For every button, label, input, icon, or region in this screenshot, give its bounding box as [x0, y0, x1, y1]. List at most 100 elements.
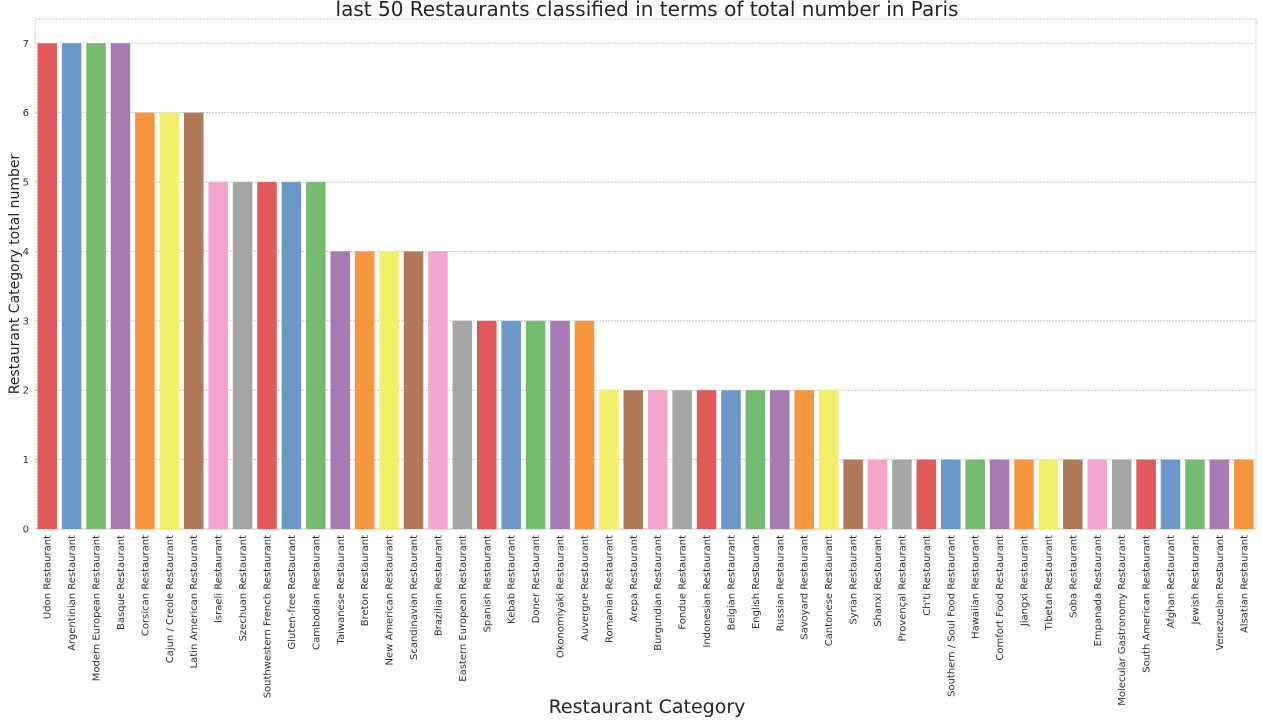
- bar: [696, 390, 717, 529]
- x-tick-label: Israeli Restaurant: [214, 535, 225, 623]
- bar: [61, 43, 82, 530]
- bar: [745, 390, 766, 529]
- x-tick-label: Indonesian Restaurant: [702, 535, 713, 648]
- x-tick-label: Ch'ti Restaurant: [922, 535, 933, 616]
- bar: [1209, 459, 1230, 529]
- x-tick-label: Modern European Restaurant: [92, 535, 103, 681]
- bar: [306, 182, 326, 529]
- x-tick-label: Eastern European Restaurant: [458, 535, 469, 682]
- bar: [1038, 459, 1059, 529]
- chart-title: last 50 Restaurants classified in terms …: [336, 0, 959, 21]
- x-tick-label: Arepa Restaurant: [629, 535, 640, 622]
- x-tick-label: Fondue Restaurant: [678, 535, 689, 630]
- bar: [1234, 459, 1254, 529]
- bar: [428, 251, 448, 529]
- x-tick-label: Cajun / Creole Restaurant: [165, 535, 176, 663]
- x-tick-label: Southern / Soul Food Restaurant: [946, 535, 957, 697]
- bar: [867, 459, 888, 529]
- bar: [232, 182, 253, 529]
- x-tick-label: Romanian Restaurant: [604, 535, 615, 643]
- x-tick-label: English Restaurant: [751, 535, 762, 629]
- x-tick-label: Spanish Restaurant: [482, 535, 493, 632]
- x-tick-label: Basque Restaurant: [116, 535, 127, 630]
- bar: [403, 251, 424, 529]
- bar: [257, 182, 277, 529]
- bar: [1136, 459, 1156, 529]
- y-tick-label: 2: [23, 386, 29, 397]
- bar: [477, 320, 497, 529]
- x-tick-label: Corsican Restaurant: [140, 535, 151, 636]
- y-tick-label: 4: [23, 247, 29, 258]
- bar: [672, 390, 692, 529]
- x-tick-label: Soba Restaurant: [1068, 535, 1079, 618]
- bar: [183, 112, 204, 530]
- x-tick-label: Doner Restaurant: [531, 535, 542, 623]
- x-tick-label: Cantonese Restaurant: [824, 535, 835, 646]
- bar: [818, 390, 839, 529]
- bar: [965, 459, 985, 529]
- x-tick-label: Latin American Restaurant: [189, 535, 200, 669]
- bar: [623, 390, 644, 529]
- y-tick-label: 1: [23, 455, 29, 466]
- x-tick-label: Provençal Restaurant: [897, 535, 908, 642]
- x-tick-label: Jewish Restaurant: [1190, 535, 1201, 626]
- bar: [208, 182, 228, 529]
- bar: [721, 390, 741, 529]
- bar: [1185, 459, 1205, 529]
- y-tick-label: 5: [23, 178, 29, 189]
- x-tick-label: Argentinian Restaurant: [67, 535, 78, 651]
- y-axis-label: Restaurant Category total number: [7, 153, 23, 394]
- bar: [1087, 459, 1108, 529]
- x-tick-label: Russian Restaurant: [775, 535, 786, 632]
- bar: [794, 390, 814, 529]
- x-tick-label: Belgian Restaurant: [726, 535, 737, 630]
- bar: [770, 390, 790, 529]
- bar: [452, 320, 473, 529]
- x-tick-label: Kebab Restaurant: [507, 535, 518, 624]
- bar: [135, 112, 155, 530]
- y-tick-label: 7: [23, 39, 29, 50]
- bar: [574, 320, 595, 529]
- x-tick-label: Shanxi Restaurant: [873, 535, 884, 627]
- x-tick-label: South American Restaurant: [1142, 535, 1153, 673]
- x-tick-label: Brazilian Restaurant: [433, 535, 444, 636]
- bar: [330, 251, 351, 529]
- x-axis-label: Restaurant Category: [549, 696, 746, 718]
- x-tick-label: Empanada Restaurant: [1093, 535, 1104, 646]
- bar: [940, 459, 961, 529]
- x-tick-label: Comfort Food Restaurant: [995, 535, 1006, 661]
- x-tick-label: Jiangxi Restaurant: [1020, 535, 1031, 627]
- x-tick-label: Taiwanese Restaurant: [336, 535, 347, 646]
- x-tick-label: Breton Restaurant: [360, 535, 371, 626]
- x-tick-label: Molecular Gastronomy Restaurant: [1117, 535, 1128, 706]
- x-tick-label: Cambodian Restaurant: [311, 535, 322, 650]
- bar: [843, 459, 863, 529]
- bar: [892, 459, 912, 529]
- bar: [647, 390, 668, 529]
- x-tick-labels: Udon Restaurant Argentinian Restaurant Mod…: [43, 535, 1251, 706]
- bar: [501, 320, 521, 529]
- bar: [159, 112, 180, 530]
- x-tick-label: Savoyard Restaurant: [800, 535, 811, 640]
- x-tick-label: Burgundian Restaurant: [653, 535, 664, 651]
- bar: [86, 43, 106, 530]
- bar: [37, 43, 57, 530]
- y-tick-label: 3: [23, 316, 29, 327]
- x-tick-label: Syrian Restaurant: [849, 535, 860, 625]
- x-tick-label: Alsatian Restaurant: [1239, 535, 1250, 633]
- bar: [281, 182, 302, 529]
- bar: [525, 320, 546, 529]
- x-tick-label: Southwestern French Restaurant: [262, 535, 273, 698]
- bar: [1063, 459, 1083, 529]
- x-tick-label: Szechuan Restaurant: [238, 535, 249, 641]
- x-tick-label: Afghan Restaurant: [1166, 535, 1177, 628]
- x-tick-label: Tibetan Restaurant: [1044, 535, 1055, 631]
- bar: [599, 390, 619, 529]
- bar: [1014, 459, 1034, 529]
- y-tick-labels: 0 1 2 3 4 5 6 7: [23, 39, 29, 536]
- bar: [1160, 459, 1181, 529]
- bar: [550, 320, 570, 529]
- x-tick-label: Okonomiyaki Restaurant: [556, 535, 567, 658]
- bar: [379, 251, 399, 529]
- x-tick-label: Venezuelan Restaurant: [1215, 535, 1226, 651]
